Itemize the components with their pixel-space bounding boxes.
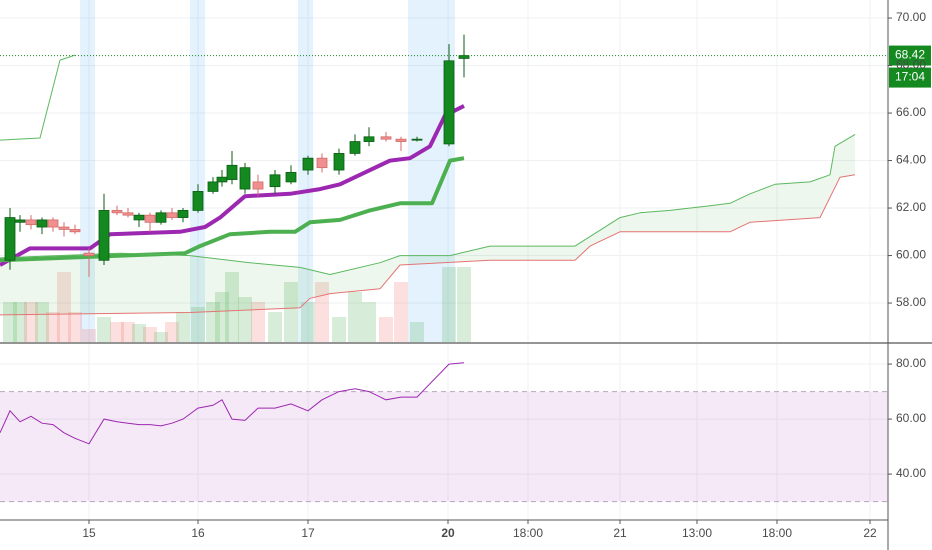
volume-bar: [132, 324, 146, 342]
candle-body: [333, 153, 345, 171]
candle-body: [207, 181, 219, 192]
last-price-box: [889, 45, 931, 66]
candle-body: [285, 172, 297, 183]
candle-body: [252, 181, 264, 190]
candle-body: [133, 214, 145, 221]
volume-bar: [24, 302, 38, 342]
volume-bar: [410, 322, 424, 342]
countdown-box: [889, 67, 931, 88]
candle-body: [226, 164, 238, 180]
volume-bar: [46, 312, 60, 342]
candle-body: [316, 157, 328, 169]
x-tick-label: 21: [613, 526, 627, 540]
candle-body: [155, 212, 167, 223]
countdown-label: 17:04: [895, 70, 925, 84]
volume-bar: [176, 312, 190, 342]
volume-bar: [301, 302, 315, 342]
candle-body: [216, 176, 228, 183]
x-tick-label: 15: [82, 526, 96, 540]
candle-body: [83, 252, 95, 256]
candle-body: [166, 212, 178, 218]
volume-bar: [154, 332, 168, 342]
volume-bar: [97, 317, 111, 342]
candle-body: [111, 210, 123, 214]
indicator-line: [0, 156, 465, 263]
y-tick-label: 68.00: [896, 58, 926, 72]
y-tick-label: 62.00: [896, 200, 926, 214]
candle-body: [443, 60, 455, 145]
candle-body: [58, 226, 70, 230]
volume-bar: [442, 267, 456, 342]
volume-bar: [457, 267, 471, 342]
y-tick-label: 60.00: [896, 248, 926, 262]
volume-bar: [362, 302, 376, 342]
candle-body: [302, 157, 314, 171]
candle-body: [25, 219, 37, 226]
x-tick-label: 18:00: [513, 526, 543, 540]
indicator-line: [0, 174, 856, 316]
x-tick-label: 17: [301, 526, 315, 540]
candle-body: [177, 210, 189, 218]
candle-body: [4, 217, 16, 261]
volume-bar: [332, 317, 346, 342]
volume-bar: [13, 302, 27, 342]
volume-bar: [57, 272, 71, 342]
candle-body: [14, 219, 26, 223]
volume-bar: [284, 282, 298, 342]
candle-body: [363, 136, 375, 142]
volume-bar: [315, 282, 329, 342]
volume-bar: [110, 322, 124, 342]
indicator-line: [0, 133, 856, 275]
x-tick-label: 13:00: [682, 526, 712, 540]
y-tick-label: 60.00: [896, 411, 926, 425]
volume-bar: [35, 302, 49, 342]
volume-bar: [82, 329, 96, 342]
y-tick-label: 80.00: [896, 356, 926, 370]
rsi-band: [0, 391, 888, 502]
indicator-line: [0, 54, 76, 141]
volume-bar: [3, 302, 17, 342]
candle-body: [380, 136, 392, 140]
candle-body: [458, 55, 470, 59]
candle-body: [144, 214, 156, 223]
candle-body: [36, 219, 48, 228]
volume-bar: [379, 317, 393, 342]
x-tick-label: 16: [191, 526, 205, 540]
candle-body: [69, 229, 81, 233]
y-tick-label: 70.00: [896, 10, 926, 24]
candle-body: [192, 191, 204, 211]
x-tick-label: 22: [863, 526, 877, 540]
volume-bar: [191, 307, 205, 342]
volume-bar: [348, 292, 362, 342]
candle-body: [239, 167, 251, 190]
x-tick-label: 18:00: [762, 526, 792, 540]
y-tick-label: 64.00: [896, 153, 926, 167]
volume-bar: [121, 322, 135, 342]
y-tick-label: 40.00: [896, 466, 926, 480]
volume-bar: [225, 272, 239, 342]
band-fill: [0, 134, 855, 315]
volume-bar: [268, 312, 282, 342]
volume-bar: [68, 312, 82, 342]
candle-body: [269, 174, 281, 188]
y-tick-label: 66.00: [896, 105, 926, 119]
y-tick-label: 58.00: [896, 295, 926, 309]
volume-bar: [394, 282, 408, 342]
volume-bar: [238, 297, 252, 342]
session-highlight: [298, 0, 313, 342]
volume-bar: [165, 322, 179, 342]
candle-body: [349, 141, 361, 154]
candle-body: [395, 138, 407, 142]
last-price-label: 68.42: [895, 48, 925, 62]
volume-bar: [251, 302, 265, 342]
candle-body: [47, 219, 59, 228]
volume-bar: [143, 327, 157, 342]
rsi-line: [0, 362, 465, 445]
volume-bar: [215, 292, 229, 342]
candle-body: [411, 138, 423, 141]
x-tick-label: 20: [441, 526, 455, 540]
candle-body: [98, 210, 110, 261]
candle-body: [122, 212, 134, 216]
